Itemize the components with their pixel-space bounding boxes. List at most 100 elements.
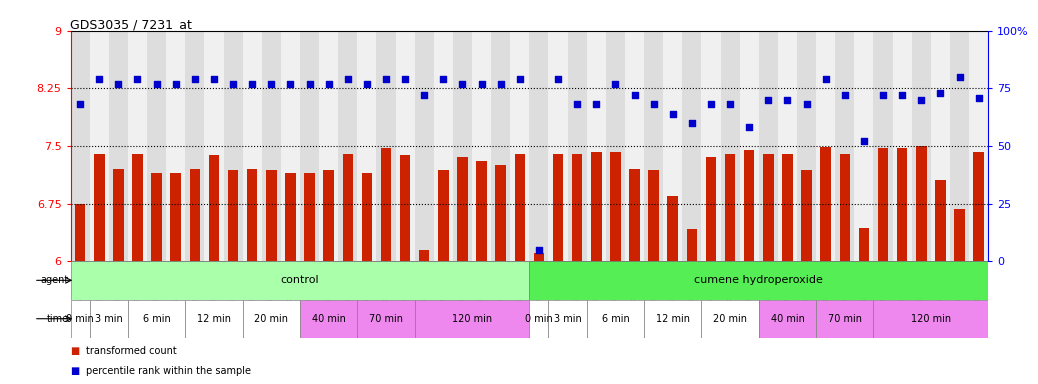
Bar: [438, 170, 448, 261]
Point: [855, 138, 872, 144]
Bar: [185, 300, 243, 338]
Bar: [472, 31, 491, 261]
Bar: [377, 31, 395, 261]
Point: [626, 92, 643, 98]
Point: [206, 76, 222, 82]
Bar: [916, 146, 927, 261]
Bar: [529, 261, 988, 300]
Bar: [300, 300, 357, 338]
Point: [244, 81, 261, 87]
Point: [167, 81, 184, 87]
Bar: [185, 31, 204, 261]
Text: percentile rank within the sample: percentile rank within the sample: [86, 366, 251, 376]
Text: transformed count: transformed count: [86, 346, 176, 356]
Bar: [304, 173, 315, 261]
Point: [339, 76, 356, 82]
Bar: [606, 31, 625, 261]
Point: [932, 90, 949, 96]
Point: [703, 101, 719, 108]
Bar: [357, 300, 414, 338]
Bar: [89, 300, 128, 338]
Bar: [414, 300, 529, 338]
Bar: [94, 154, 105, 261]
Point: [301, 81, 318, 87]
Bar: [495, 165, 506, 261]
Point: [913, 97, 930, 103]
Bar: [610, 152, 621, 261]
Point: [492, 81, 509, 87]
Bar: [572, 154, 582, 261]
Bar: [686, 229, 698, 261]
Point: [837, 92, 853, 98]
Bar: [285, 173, 296, 261]
Bar: [132, 154, 143, 261]
Bar: [414, 31, 434, 261]
Bar: [950, 31, 969, 261]
Text: 12 min: 12 min: [197, 314, 231, 324]
Bar: [854, 31, 873, 261]
Text: 70 min: 70 min: [827, 314, 862, 324]
Point: [435, 76, 452, 82]
Bar: [644, 31, 663, 261]
Point: [798, 101, 815, 108]
Bar: [969, 31, 988, 261]
Bar: [128, 300, 185, 338]
Bar: [974, 152, 984, 261]
Point: [971, 94, 987, 101]
Bar: [816, 31, 836, 261]
Point: [72, 101, 88, 108]
Text: 3 min: 3 min: [553, 314, 581, 324]
Bar: [434, 31, 453, 261]
Bar: [649, 170, 659, 261]
Bar: [759, 300, 816, 338]
Bar: [667, 196, 678, 261]
Bar: [840, 154, 850, 261]
Bar: [166, 31, 185, 261]
Bar: [453, 31, 472, 261]
Bar: [954, 209, 964, 261]
Bar: [381, 148, 391, 261]
Bar: [534, 253, 544, 261]
Bar: [324, 170, 334, 261]
Bar: [243, 300, 300, 338]
Bar: [529, 300, 548, 338]
Point: [569, 101, 585, 108]
Point: [760, 97, 776, 103]
Bar: [75, 204, 85, 261]
Bar: [801, 170, 812, 261]
Point: [646, 101, 662, 108]
Bar: [476, 161, 487, 261]
Bar: [128, 31, 147, 261]
Point: [721, 101, 738, 108]
Point: [416, 92, 433, 98]
Bar: [911, 31, 931, 261]
Bar: [836, 31, 854, 261]
Bar: [71, 31, 89, 261]
Text: ■: ■: [71, 366, 80, 376]
Bar: [759, 31, 777, 261]
Bar: [190, 169, 200, 261]
Bar: [878, 148, 889, 261]
Bar: [720, 31, 740, 261]
Bar: [763, 154, 773, 261]
Text: 20 min: 20 min: [713, 314, 747, 324]
Bar: [515, 154, 525, 261]
Bar: [71, 261, 529, 300]
Bar: [361, 173, 373, 261]
Point: [378, 76, 394, 82]
Point: [894, 92, 910, 98]
Bar: [858, 228, 869, 261]
Text: 20 min: 20 min: [254, 314, 289, 324]
Bar: [873, 300, 988, 338]
Point: [588, 101, 604, 108]
Point: [129, 76, 145, 82]
Bar: [568, 31, 586, 261]
Bar: [491, 31, 511, 261]
Text: 6 min: 6 min: [143, 314, 170, 324]
Bar: [820, 147, 831, 261]
Point: [282, 81, 299, 87]
Bar: [152, 173, 162, 261]
Bar: [777, 31, 797, 261]
Bar: [281, 31, 300, 261]
Point: [780, 97, 796, 103]
